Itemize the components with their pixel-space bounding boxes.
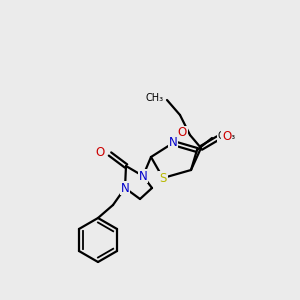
Text: N: N: [139, 169, 147, 182]
Text: O: O: [96, 146, 105, 158]
Text: S: S: [159, 172, 167, 184]
Text: N: N: [169, 136, 177, 149]
Text: O: O: [222, 130, 231, 143]
Text: O: O: [178, 127, 187, 140]
Text: N: N: [121, 182, 129, 194]
Text: CH₃: CH₃: [146, 93, 164, 103]
Text: CH₃: CH₃: [218, 131, 236, 141]
